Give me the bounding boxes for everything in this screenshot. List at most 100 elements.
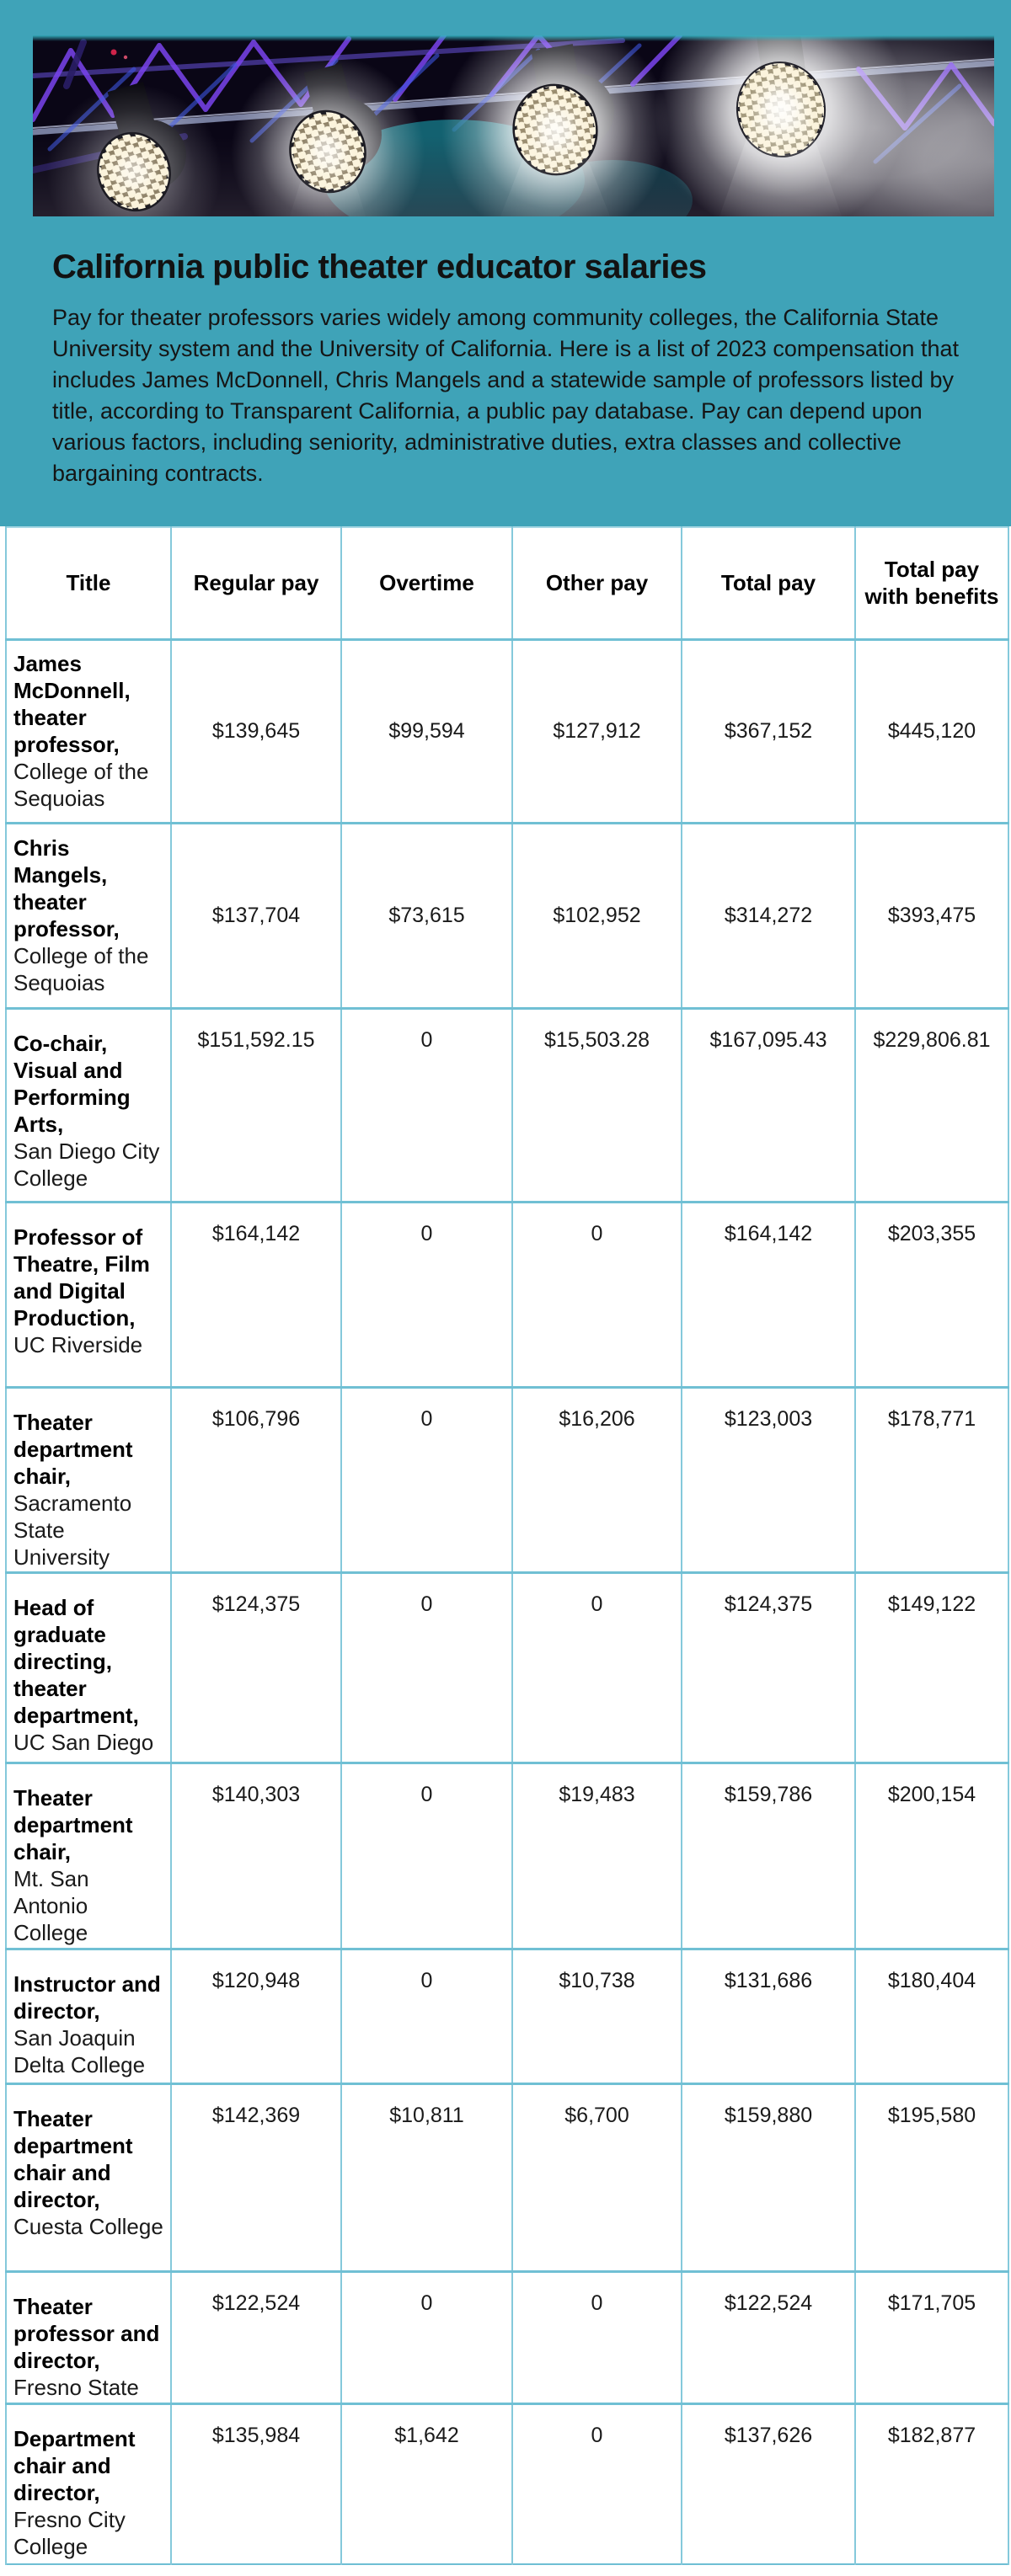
column-header-overtime: Overtime — [340, 527, 513, 639]
row-org: Sacramento State University — [13, 1490, 132, 1570]
row-title-cell: Chris Mangels, theater professor, Colleg… — [5, 823, 172, 1008]
other-pay-cell: $127,912 — [511, 639, 682, 823]
overtime-cell: 0 — [340, 1572, 513, 1763]
row-org: College of the Sequoias — [13, 943, 149, 995]
row-title-cell: Department chair and director, Fresno Ci… — [5, 2403, 172, 2564]
row-title-cell: Co-chair, Visual and Performing Arts, Sa… — [5, 1008, 172, 1202]
overtime-cell: 0 — [340, 1949, 513, 2083]
row-title-cell: Theater department chair, Mt. San Antoni… — [5, 1763, 172, 1949]
intro-text: Pay for theater professors varies widely… — [52, 305, 959, 486]
table-row: Theater professor and director, Fresno S… — [5, 2271, 1009, 2403]
total-benefits-cell: $180,404 — [854, 1949, 1009, 2083]
total-pay-cell: $367,152 — [681, 639, 856, 823]
table-row: Co-chair, Visual and Performing Arts, Sa… — [5, 1008, 1009, 1202]
total-benefits-cell: $195,580 — [854, 2083, 1009, 2271]
row-org: UC San Diego — [13, 1729, 154, 1755]
total-pay-cell: $314,272 — [681, 823, 856, 1008]
table-row: Theater department chair, Sacramento Sta… — [5, 1387, 1009, 1572]
regular-pay-cell: $151,592.15 — [170, 1008, 342, 1202]
row-org: Fresno State — [13, 2374, 139, 2400]
row-title: Head of graduate directing, theater depa… — [13, 1594, 139, 1728]
regular-pay-cell: $135,984 — [170, 2403, 342, 2564]
overtime-cell: $73,615 — [340, 823, 513, 1008]
table-row: Instructor and director, San Joaquin Del… — [5, 1949, 1009, 2083]
table-row: Department chair and director, Fresno Ci… — [5, 2403, 1009, 2564]
overtime-cell: $1,642 — [340, 2403, 513, 2564]
overtime-cell: 0 — [340, 1387, 513, 1572]
row-title: Theater department chair, — [13, 1409, 133, 1489]
stage-light-4 — [655, 35, 907, 216]
overtime-cell: 0 — [340, 2271, 513, 2403]
overtime-cell: $10,811 — [340, 2083, 513, 2271]
total-benefits-cell: $182,877 — [854, 2403, 1009, 2564]
bottom-spacer — [0, 2565, 1011, 2573]
row-title: Co-chair, Visual and Performing Arts, — [13, 1030, 131, 1137]
regular-pay-cell: $124,375 — [170, 1572, 342, 1763]
other-pay-cell: 0 — [511, 2403, 682, 2564]
column-header-total-pay-benefits: Total pay with benefits — [854, 527, 1009, 639]
other-pay-cell: $15,503.28 — [511, 1008, 682, 1202]
overtime-cell: $99,594 — [340, 639, 513, 823]
row-org: College of the Sequoias — [13, 759, 149, 811]
total-pay-cell: $131,686 — [681, 1949, 856, 2083]
total-benefits-cell: $200,154 — [854, 1763, 1009, 1949]
stage-light-3 — [441, 35, 669, 216]
stage-lights-photo — [33, 35, 994, 216]
total-pay-cell: $137,626 — [681, 2403, 856, 2564]
row-org: Mt. San Antonio College — [13, 1865, 89, 1945]
total-benefits-cell: $393,475 — [854, 823, 1009, 1008]
other-pay-cell: $16,206 — [511, 1387, 682, 1572]
row-title: Instructor and director, — [13, 1971, 161, 2024]
total-pay-cell: $159,880 — [681, 2083, 856, 2271]
table-row: Chris Mangels, theater professor, Colleg… — [5, 823, 1009, 1008]
row-title-cell: Instructor and director, San Joaquin Del… — [5, 1949, 172, 2083]
row-org: San Diego City College — [13, 1138, 160, 1191]
row-org: Fresno City College — [13, 2506, 126, 2559]
total-pay-cell: $164,142 — [681, 1202, 856, 1387]
total-pay-cell: $123,003 — [681, 1387, 856, 1572]
other-pay-cell: 0 — [511, 2271, 682, 2403]
regular-pay-cell: $106,796 — [170, 1387, 342, 1572]
column-header-total-pay: Total pay — [681, 527, 856, 639]
regular-pay-cell: $140,303 — [170, 1763, 342, 1949]
regular-pay-cell: $120,948 — [170, 1949, 342, 2083]
page-title: California public theater educator salar… — [52, 248, 707, 285]
row-title: Theater department chair, — [13, 1784, 133, 1864]
total-benefits-cell: $229,806.81 — [854, 1008, 1009, 1202]
table-row: Professor of Theatre, Film and Digital P… — [5, 1202, 1009, 1387]
regular-pay-cell: $139,645 — [170, 639, 342, 823]
stage-light-2 — [231, 55, 425, 216]
row-title: James McDonnell, theater professor, — [13, 651, 131, 757]
row-title-cell: Theater department chair and director, C… — [5, 2083, 172, 2271]
row-org: San Joaquin Delta College — [13, 2024, 146, 2077]
overtime-cell: 0 — [340, 1202, 513, 1387]
column-header-other-pay: Other pay — [511, 527, 682, 639]
regular-pay-cell: $164,142 — [170, 1202, 342, 1387]
stage-lights-illustration — [33, 35, 994, 216]
header-row: Title Regular pay Overtime Other pay Tot… — [5, 527, 1009, 639]
table-row: Head of graduate directing, theater depa… — [5, 1572, 1009, 1763]
row-org: Cuesta College — [13, 2213, 163, 2239]
row-org: UC Riverside — [13, 1331, 143, 1357]
hero-section: California public theater educator salar… — [0, 0, 1011, 526]
row-title: Theater department chair and director, — [13, 2105, 133, 2212]
column-header-title: Title — [5, 527, 172, 639]
row-title-cell: Professor of Theatre, Film and Digital P… — [5, 1202, 172, 1387]
row-title: Theater professor and director, — [13, 2293, 160, 2373]
other-pay-cell: $102,952 — [511, 823, 682, 1008]
row-title: Department chair and director, — [13, 2425, 136, 2505]
row-title: Professor of Theatre, Film and Digital P… — [13, 1224, 150, 1331]
regular-pay-cell: $142,369 — [170, 2083, 342, 2271]
table-row: James McDonnell, theater professor, Coll… — [5, 639, 1009, 823]
other-pay-cell: $6,700 — [511, 2083, 682, 2271]
total-pay-cell: $167,095.43 — [681, 1008, 856, 1202]
other-pay-cell: 0 — [511, 1202, 682, 1387]
total-pay-cell: $159,786 — [681, 1763, 856, 1949]
total-pay-cell: $122,524 — [681, 2271, 856, 2403]
column-header-regular-pay: Regular pay — [170, 527, 342, 639]
total-benefits-cell: $149,122 — [854, 1572, 1009, 1763]
total-benefits-cell: $178,771 — [854, 1387, 1009, 1572]
regular-pay-cell: $137,704 — [170, 823, 342, 1008]
salary-table: Title Regular pay Overtime Other pay Tot… — [5, 526, 1009, 2565]
